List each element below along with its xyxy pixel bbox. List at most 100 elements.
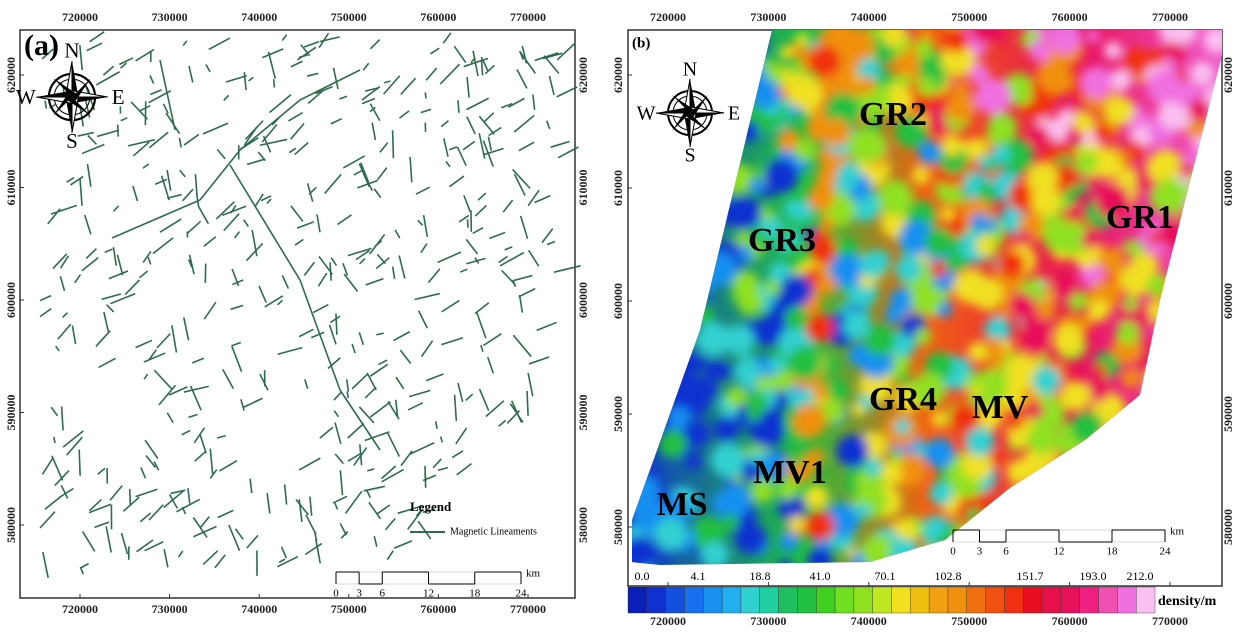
scale-label: 3 [977,546,983,558]
lineament [425,92,426,98]
density-blob [1133,253,1159,279]
lineament [336,314,337,335]
density-blob [784,199,804,219]
y-tick-label: 590000 [4,395,18,431]
density-blob [786,74,821,109]
density-blob [1121,369,1140,388]
y-tick-label: 600000 [611,283,625,319]
lineament [458,100,459,113]
density-blob [929,482,952,505]
x-tick-label: 760000 [420,602,456,616]
density-blob [659,430,687,458]
colorbar-swatch [986,587,1005,613]
colorbar-swatch [816,587,835,613]
density-blob [1027,424,1058,455]
density-blob [836,435,869,468]
x-tick-label: 720000 [62,602,98,616]
zone-label: GR4 [869,381,937,418]
x-tick-label: 770000 [1152,10,1188,24]
density-blob [785,307,808,330]
compass-letter: S [66,129,78,153]
density-blob [1098,247,1124,273]
density-blob [848,129,881,162]
density-blob [890,452,902,464]
density-blob [1060,380,1091,411]
x-tick-label: 730000 [152,602,188,616]
density-blob [985,337,1005,357]
density-blob [992,27,1008,43]
x-tick-label: 730000 [152,10,188,24]
density-blob [977,183,995,201]
density-blob [970,213,988,231]
density-blob [924,438,954,468]
density-blob [1028,125,1050,147]
colorbar-swatch [797,587,816,613]
scale-label: 6 [380,588,386,600]
scale-label: 24 [516,588,528,600]
compass-letter: S [684,145,695,167]
density-blob [805,511,834,540]
density-blob [915,40,934,59]
density-blob [815,275,836,296]
scale-label: 12 [423,588,434,600]
colorbar-swatch [647,587,666,613]
density-blob [787,346,821,380]
density-blob [683,420,710,447]
y-tick-label: 610000 [611,170,625,206]
density-blob [965,427,994,456]
colorbar-swatch [835,587,854,613]
density-blob [807,185,834,212]
zone-label: GR1 [1106,199,1174,236]
colorbar-label: 0.0 [635,569,650,583]
density-blob [1104,42,1121,59]
x-tick-label: 750000 [331,10,367,24]
scale-label: 3 [356,588,362,600]
density-blob [789,516,804,531]
y-tick-label: 590000 [576,395,590,431]
scale-label: 0 [333,588,339,600]
density-blob [721,365,733,377]
x-tick-label: 730000 [750,614,786,628]
x-tick-label: 720000 [62,10,98,24]
colorbar-swatch [1136,587,1155,613]
lineament [274,79,275,87]
colorbar-swatch [948,587,967,613]
legend-title: Legend [410,499,452,514]
x-tick-label: 740000 [241,10,277,24]
density-blob [953,270,987,304]
colorbar-swatch [873,587,892,613]
density-blob [792,404,826,438]
density-blob [767,409,783,425]
density-blob [1028,403,1043,418]
zone-label: GR3 [748,222,816,259]
density-blob [991,145,1010,164]
density-blob [1087,30,1100,43]
density-blob [1076,181,1089,194]
x-tick-label: 720000 [650,614,686,628]
x-tick-label: 750000 [951,10,987,24]
density-blob [1047,118,1071,142]
density-blob [749,178,764,193]
density-blob [1009,293,1036,320]
y-tick-label: 620000 [1221,57,1234,93]
colorbar-label: 102.8 [935,569,962,583]
colorbar-swatch [1004,587,1023,613]
density-blob [780,275,812,307]
colorbar-unit: density/m [1158,594,1217,609]
density-blob [1029,40,1051,62]
x-tick-label: 770000 [510,10,546,24]
compass-letter: N [683,59,697,81]
density-blob [746,406,761,421]
density-blob [1016,231,1031,246]
density-blob [941,135,962,156]
density-blob [826,19,855,48]
density-blob [855,504,870,519]
density-blob [977,156,990,169]
density-blob [967,138,987,158]
compass-letter: N [64,39,79,63]
density-blob [685,453,702,470]
density-blob [987,113,1017,143]
density-blob [1094,123,1113,142]
colorbar-swatch [1023,587,1042,613]
y-tick-label: 580000 [1221,509,1234,545]
